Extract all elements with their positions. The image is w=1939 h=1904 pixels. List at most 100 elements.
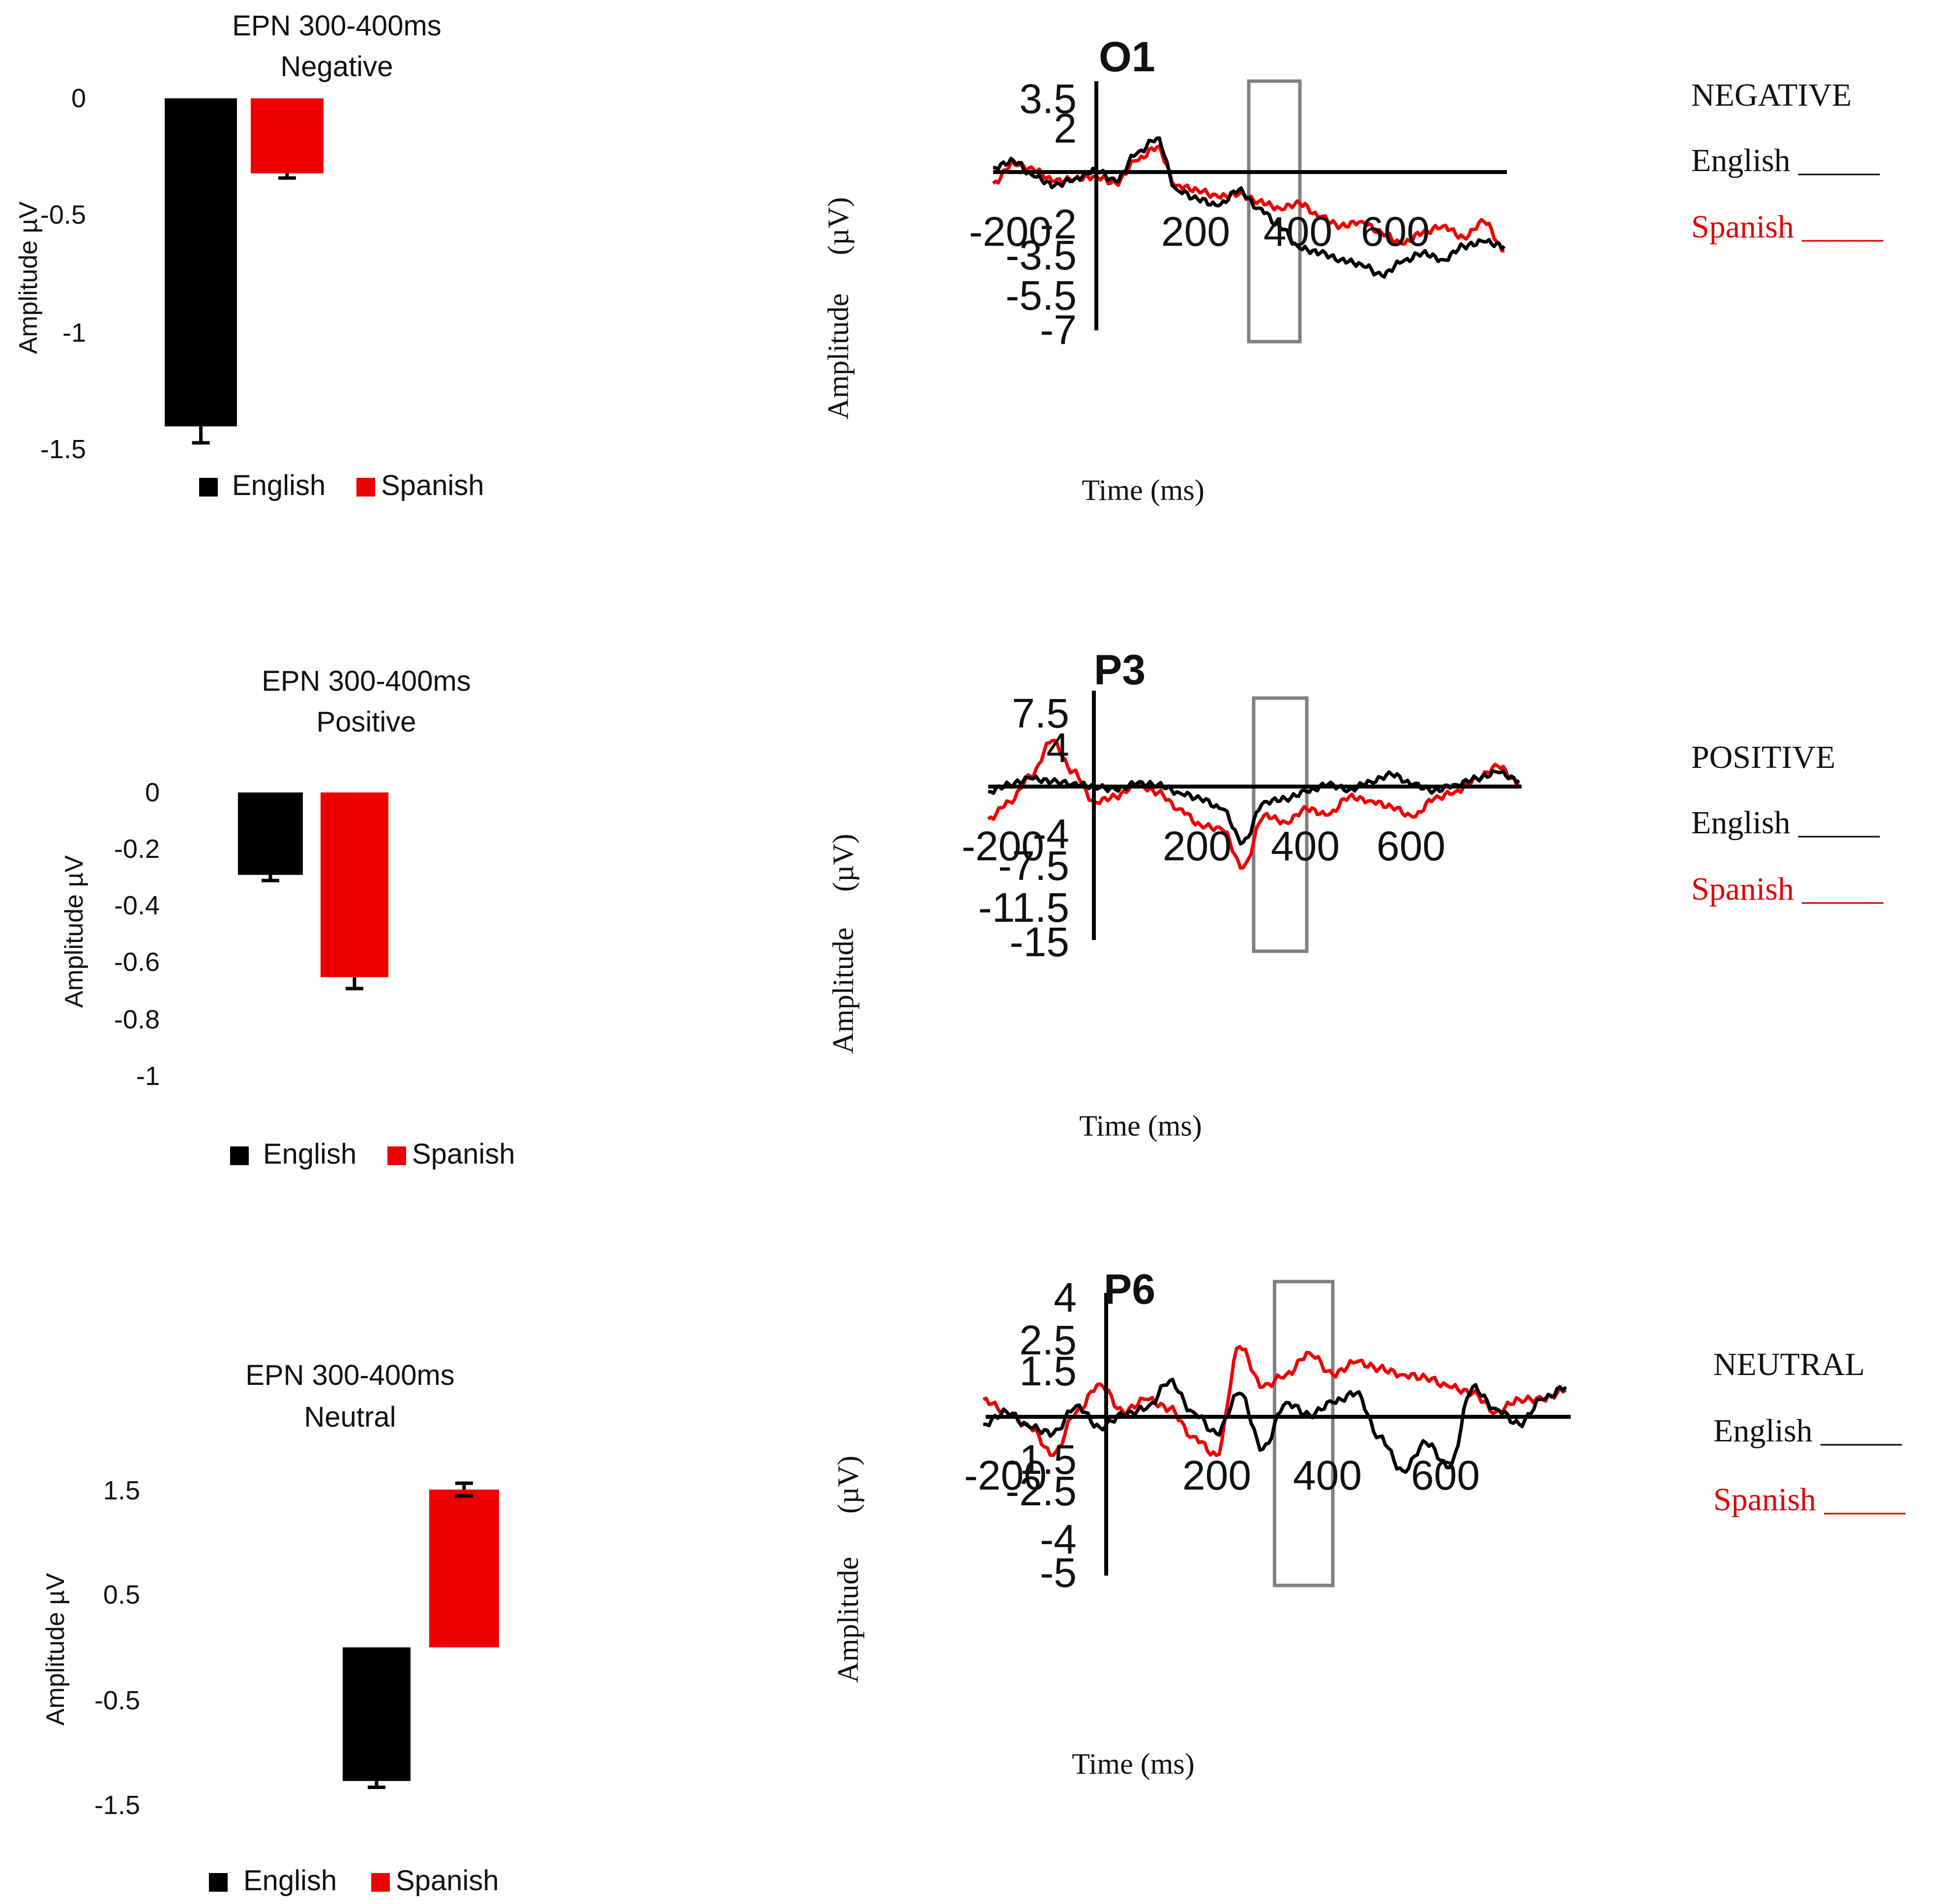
y-tick-label: 0 bbox=[71, 84, 86, 113]
bar-chart-title-line2: Positive bbox=[316, 706, 416, 738]
y-tick-label: 0 bbox=[145, 778, 160, 807]
legend-label-spanish: Spanish bbox=[396, 1865, 499, 1897]
y-tick-label: 3.5 bbox=[1019, 76, 1077, 122]
bar-chart-negative: EPN 300-400ms Negative Amplitude µV 0 -0… bbox=[14, 10, 484, 501]
condition-spanish-label: Spanish _____ bbox=[1713, 1482, 1906, 1518]
y-tick-label: -7 bbox=[1040, 307, 1077, 353]
y-tick-label: -7.5 bbox=[998, 843, 1069, 889]
y-tick-label: -1.5 bbox=[40, 435, 86, 464]
erp-x-axis-label: Time (ms) bbox=[1072, 1748, 1195, 1780]
x-tick-label: 400 bbox=[1271, 823, 1340, 869]
legend-swatch-english bbox=[230, 1146, 249, 1165]
bar-chart-title-line2: Negative bbox=[281, 51, 393, 83]
bar-chart-y-axis-label: Amplitude µV bbox=[41, 1573, 70, 1726]
erp-y-axis-label-unit: (µV) bbox=[832, 1456, 864, 1514]
bar-chart-y-axis-label: Amplitude µV bbox=[60, 855, 88, 1008]
bar-chart-title-line1: EPN 300-400ms bbox=[245, 1359, 455, 1391]
error-bar-spanish bbox=[455, 1481, 473, 1498]
error-bar-spanish bbox=[346, 977, 363, 991]
y-tick-label: -3.5 bbox=[1005, 232, 1077, 278]
bar-chart-neutral: EPN 300-400ms Neutral Amplitude µV 1.5 0… bbox=[41, 1359, 499, 1897]
y-tick-label: -4 bbox=[1032, 811, 1069, 857]
x-tick-label: 400 bbox=[1263, 208, 1332, 255]
legend-label-english: English bbox=[232, 469, 325, 501]
y-tick-label: -0.6 bbox=[114, 947, 160, 977]
legend-label-english: English bbox=[243, 1865, 337, 1897]
y-tick-label: 4 bbox=[1046, 725, 1069, 771]
x-tick-label: -200 bbox=[964, 1452, 1047, 1498]
erp-line-english bbox=[988, 769, 1521, 846]
time-window-box bbox=[1273, 1280, 1335, 1587]
bar-chart-title-line2: Neutral bbox=[304, 1401, 396, 1433]
erp-y-axis-label-amplitude: Amplitude bbox=[832, 1557, 864, 1683]
legend-swatch-english bbox=[199, 478, 218, 497]
erp-line-english bbox=[993, 136, 1506, 279]
bar-chart-positive: EPN 300-400ms Positive Amplitude µV 0 -0… bbox=[60, 665, 515, 1170]
y-tick-label: -15 bbox=[1010, 919, 1069, 965]
erp-channel-label: P3 bbox=[1094, 646, 1146, 694]
x-tick-label: 600 bbox=[1411, 1452, 1480, 1498]
y-tick-label: -0.8 bbox=[114, 1005, 160, 1034]
y-tick-label: -1 bbox=[136, 1061, 160, 1091]
condition-spanish-label: Spanish _____ bbox=[1691, 209, 1884, 245]
condition-spanish-label: Spanish _____ bbox=[1691, 871, 1884, 907]
y-tick-label: -1 bbox=[62, 318, 86, 348]
bar-spanish bbox=[321, 792, 388, 977]
y-tick-label: -5.5 bbox=[1005, 272, 1077, 319]
y-tick-label: -2.5 bbox=[1005, 1468, 1077, 1514]
x-tick-label: 600 bbox=[1377, 823, 1445, 869]
bar-spanish bbox=[251, 98, 323, 174]
erp-line-english bbox=[983, 1377, 1567, 1474]
y-tick-label: -0.5 bbox=[94, 1686, 140, 1715]
erp-channel-label: O1 bbox=[1099, 33, 1155, 81]
y-tick-label: 1.5 bbox=[103, 1476, 140, 1505]
condition-heading: POSITIVE bbox=[1691, 739, 1835, 775]
y-tick-label: -0.2 bbox=[114, 834, 160, 864]
legend-swatch-english bbox=[209, 1873, 228, 1892]
erp-y-axis-label-amplitude: Amplitude bbox=[822, 293, 854, 420]
y-tick-label: -0.5 bbox=[40, 200, 86, 230]
bar-chart-title-line1: EPN 300-400ms bbox=[232, 10, 441, 42]
x-tick-label: 200 bbox=[1182, 1452, 1251, 1498]
erp-plot-o1: Amplitude (µV) Time (ms) O1 3.5 2 -2 -3.… bbox=[822, 33, 1884, 506]
bar-spanish bbox=[429, 1490, 499, 1647]
x-tick-label: 400 bbox=[1293, 1452, 1362, 1498]
legend-label-spanish: Spanish bbox=[381, 469, 484, 501]
y-tick-label: -4 bbox=[1040, 1516, 1077, 1562]
legend-swatch-spanish bbox=[387, 1146, 406, 1165]
bar-english bbox=[165, 98, 237, 427]
x-tick-label: 200 bbox=[1163, 823, 1232, 869]
erp-x-axis-label: Time (ms) bbox=[1079, 1110, 1202, 1142]
y-tick-label: 7.5 bbox=[1012, 690, 1069, 736]
legend-swatch-spanish bbox=[371, 1873, 390, 1892]
y-tick-label: 2 bbox=[1054, 105, 1077, 151]
erp-plot-p6: Amplitude (µV) Time (ms) P6 4 2.5 1.5 -1… bbox=[832, 1266, 1906, 1780]
y-tick-label: -0.4 bbox=[114, 891, 160, 920]
legend-label-english: English bbox=[263, 1138, 356, 1170]
time-window-box bbox=[1247, 79, 1302, 344]
x-tick-label: 600 bbox=[1361, 208, 1430, 255]
legend-swatch-spanish bbox=[356, 478, 375, 497]
erp-y-axis-label-amplitude: Amplitude bbox=[827, 928, 859, 1054]
y-tick-label: -1.5 bbox=[1005, 1436, 1077, 1483]
erp-line-spanish bbox=[987, 738, 1520, 870]
condition-english-label: English _____ bbox=[1691, 805, 1880, 841]
error-bar-english bbox=[262, 875, 279, 882]
y-tick-label: 0.5 bbox=[103, 1580, 140, 1610]
y-tick-label: 1.5 bbox=[1019, 1348, 1077, 1394]
condition-heading: NEGATIVE bbox=[1691, 77, 1851, 113]
x-tick-label: 200 bbox=[1161, 208, 1230, 255]
legend-label-spanish: Spanish bbox=[412, 1138, 515, 1170]
erp-plot-p3: Amplitude (µV) Time (ms) P3 7.5 4 -4 -7.… bbox=[827, 646, 1884, 1142]
erp-y-axis-label-unit: (µV) bbox=[822, 197, 854, 255]
bar-chart-title-line1: EPN 300-400ms bbox=[262, 665, 471, 697]
y-tick-label: -1.5 bbox=[94, 1790, 140, 1820]
x-tick-label: -200 bbox=[962, 823, 1044, 869]
erp-channel-label: P6 bbox=[1104, 1266, 1155, 1313]
y-tick-label: 2.5 bbox=[1019, 1317, 1077, 1363]
condition-heading: NEUTRAL bbox=[1713, 1347, 1865, 1382]
bar-english bbox=[343, 1647, 411, 1781]
y-tick-label: -2 bbox=[1040, 201, 1077, 247]
x-tick-label: -200 bbox=[969, 208, 1052, 255]
